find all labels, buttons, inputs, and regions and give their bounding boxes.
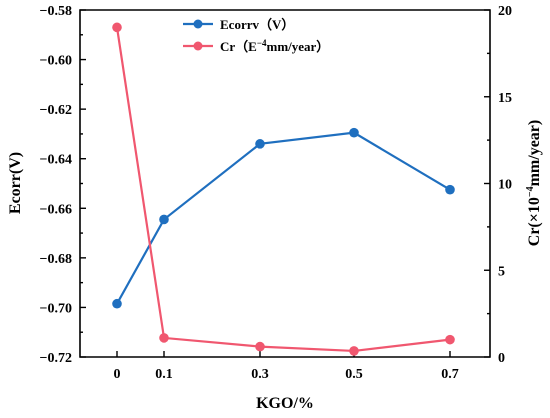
x-tick-label: 0.5 [345, 367, 363, 382]
y-left-tick-label: −0.70 [40, 301, 72, 316]
series-point-1 [255, 341, 265, 352]
y-axis-right-title: Cr(×10−4mm/year) [525, 120, 543, 246]
legend-ecorr-label: Ecorrv（V） [220, 17, 294, 32]
series-point-1 [112, 22, 122, 33]
y-left-tick-label: −0.62 [40, 103, 72, 118]
y-right-tick-label: 10 [498, 178, 512, 193]
series-point-0 [349, 127, 359, 138]
ticks: 0 0.1 0.3 0.5 0.7 −0.72 −0.70 −0.68 −0.66 −0.64 −0… [40, 4, 512, 382]
series-point-1 [349, 346, 359, 356]
y-right-tick-label: 5 [498, 264, 505, 279]
series-line-1 [115, 27, 451, 353]
y-right-tick-label: 0 [498, 351, 505, 366]
y-left-tick-label: −0.72 [40, 351, 72, 366]
y-right-tick-label: 15 [498, 91, 512, 106]
series-point-1 [445, 334, 455, 345]
series-point-1 [159, 333, 169, 343]
series-point-0 [445, 184, 455, 195]
x-tick-label: 0 [114, 367, 121, 382]
y-axis-left-title: Ecorr(V) [7, 152, 24, 214]
y-left-tick-label: −0.58 [40, 4, 72, 19]
y-axis-right-title-sup: −4 [525, 186, 536, 197]
y-axis-right-title-prefix: Cr(×10 [526, 197, 543, 246]
series-layer [112, 22, 455, 356]
legend-cr-marker [193, 41, 203, 51]
y-left-tick-label: −0.68 [40, 252, 72, 267]
legend: Ecorrv（V） Cr（E−4mm/year） [183, 17, 329, 54]
series-point-0 [112, 298, 122, 309]
x-tick-label: 0.7 [441, 367, 459, 382]
x-tick-label: 0.1 [155, 367, 173, 382]
legend-cr-label-suffix: mm/year） [266, 39, 329, 54]
y-axis-right-title-suffix: mm/year) [526, 120, 543, 187]
legend-cr-label-prefix: Cr（E [220, 39, 257, 54]
legend-cr-label-sup: −4 [257, 38, 267, 48]
legend-ecorr-marker [193, 19, 203, 29]
series-point-0 [255, 139, 265, 149]
y-left-tick-label: −0.64 [40, 153, 72, 168]
y-right-tick-label: 20 [498, 4, 512, 19]
x-tick-label: 0.3 [251, 367, 269, 382]
y-left-tick-label: −0.66 [40, 202, 72, 217]
legend-cr-label: Cr（E−4mm/year） [220, 38, 329, 54]
y-left-tick-label: −0.60 [40, 54, 72, 69]
x-axis-title: KGO/% [256, 395, 314, 412]
series-point-0 [159, 214, 169, 225]
